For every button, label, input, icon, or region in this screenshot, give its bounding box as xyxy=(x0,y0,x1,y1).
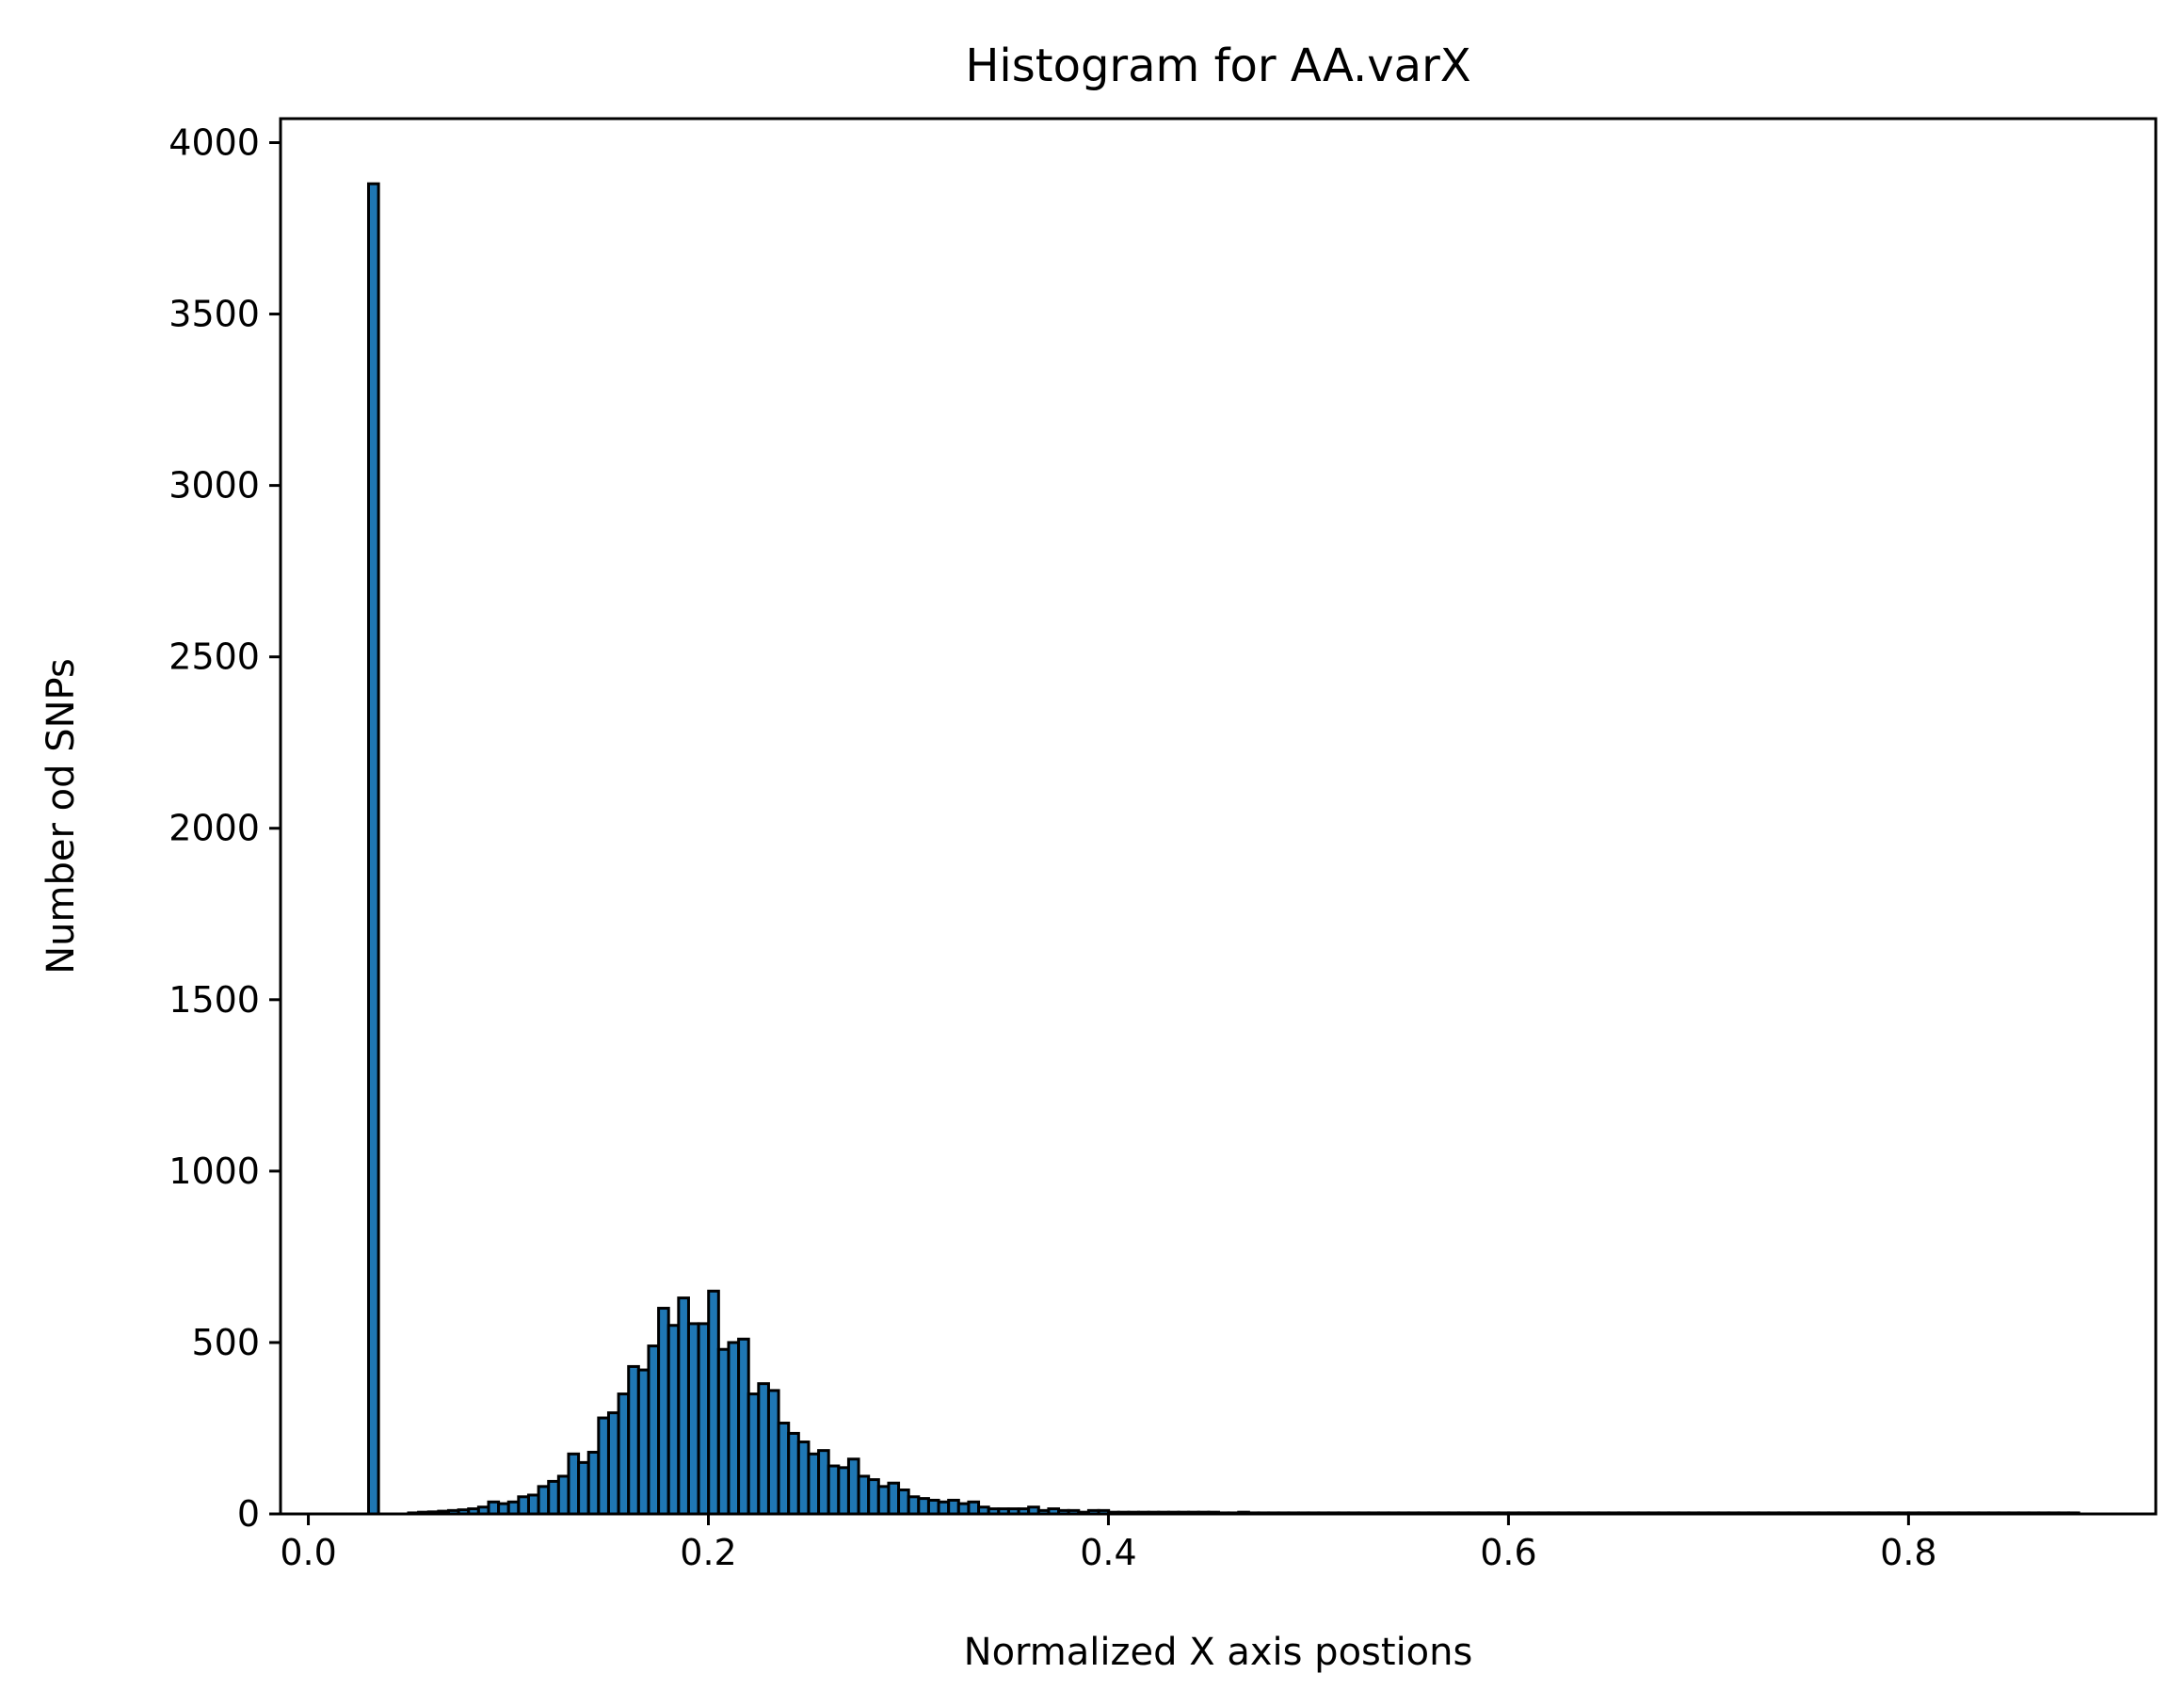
histogram-bar xyxy=(487,1500,501,1516)
histogram-bar xyxy=(677,1296,690,1516)
histogram-bar xyxy=(876,1485,891,1516)
y-axis-title: Number od SNPs xyxy=(40,658,83,974)
histogram-bar xyxy=(867,1478,880,1516)
histogram-bar xyxy=(827,1464,841,1516)
histogram-bar xyxy=(837,1466,850,1516)
histogram-bar xyxy=(606,1411,620,1516)
y-tick-label: 2000 xyxy=(169,808,260,849)
plot-area-frame xyxy=(279,117,2158,1516)
histogram-bar xyxy=(887,1481,901,1516)
histogram-bar xyxy=(577,1460,590,1516)
histogram-bar xyxy=(967,1500,981,1516)
histogram-bar xyxy=(627,1364,640,1516)
histogram-bar xyxy=(556,1474,570,1516)
chart-title: Histogram for AA.varX xyxy=(965,40,1470,92)
x-tick-label: 0.6 xyxy=(1480,1532,1536,1573)
y-tick-label: 1000 xyxy=(169,1151,260,1192)
y-tick-label: 2500 xyxy=(169,636,260,678)
histogram-bar xyxy=(636,1368,650,1516)
histogram-bar xyxy=(857,1474,871,1516)
histogram-bar xyxy=(766,1389,780,1516)
x-tick-label: 0.8 xyxy=(1880,1532,1936,1573)
histogram-bar xyxy=(537,1485,551,1516)
y-tick-label: 4000 xyxy=(169,121,260,163)
histogram-bar xyxy=(777,1422,791,1516)
y-tick-label: 3000 xyxy=(169,465,260,507)
histogram-bar xyxy=(657,1307,670,1516)
histogram-bar xyxy=(597,1416,610,1516)
histogram-bar xyxy=(617,1392,631,1516)
histogram-bar xyxy=(506,1500,521,1516)
x-tick-label: 0.2 xyxy=(680,1532,736,1573)
histogram-bar xyxy=(956,1502,971,1516)
y-tick-label: 1500 xyxy=(169,979,260,1021)
histogram-bar xyxy=(366,182,380,1516)
y-tick-label: 3500 xyxy=(169,294,260,335)
histogram-bar xyxy=(567,1452,581,1516)
y-tick-label: 0 xyxy=(237,1493,260,1535)
histogram-bar xyxy=(547,1479,560,1516)
histogram-bar xyxy=(737,1337,750,1516)
histogram-bar xyxy=(897,1489,910,1516)
histogram-bar xyxy=(586,1450,601,1516)
histogram-bar xyxy=(707,1289,720,1516)
histogram-bar xyxy=(787,1431,800,1516)
y-tick-label: 500 xyxy=(191,1322,260,1363)
histogram-bar xyxy=(686,1322,700,1516)
histogram-bar xyxy=(947,1498,960,1516)
histogram-bar xyxy=(716,1347,731,1516)
histogram-bar xyxy=(846,1457,860,1516)
x-tick-label: 0.4 xyxy=(1080,1532,1136,1573)
histogram-bar xyxy=(697,1322,711,1516)
y-axis-ticks: 0 500 1000 1500 2000 2500 3000 3500 4000 xyxy=(169,121,281,1535)
histogram-bar xyxy=(937,1500,951,1516)
histogram-bar xyxy=(727,1341,741,1516)
histogram-bar xyxy=(917,1497,930,1516)
histogram-bar xyxy=(757,1382,770,1516)
histogram-bar xyxy=(817,1449,830,1516)
histogram-bar xyxy=(517,1495,530,1516)
histogram-bar xyxy=(747,1392,761,1516)
histogram-bar xyxy=(807,1452,821,1516)
histogram-bar xyxy=(666,1324,681,1516)
histogram-bar xyxy=(647,1344,661,1516)
histogram-bar xyxy=(907,1495,921,1516)
x-axis-title: Normalized X axis postions xyxy=(964,1631,1473,1674)
histogram-bar xyxy=(526,1493,540,1516)
histogram-bar xyxy=(796,1440,811,1516)
x-tick-label: 0.0 xyxy=(280,1532,336,1573)
histogram-bar xyxy=(926,1498,940,1516)
x-axis-ticks: 0.0 0.2 0.4 0.6 0.8 xyxy=(280,1514,1937,1573)
histogram-bar xyxy=(497,1502,510,1516)
